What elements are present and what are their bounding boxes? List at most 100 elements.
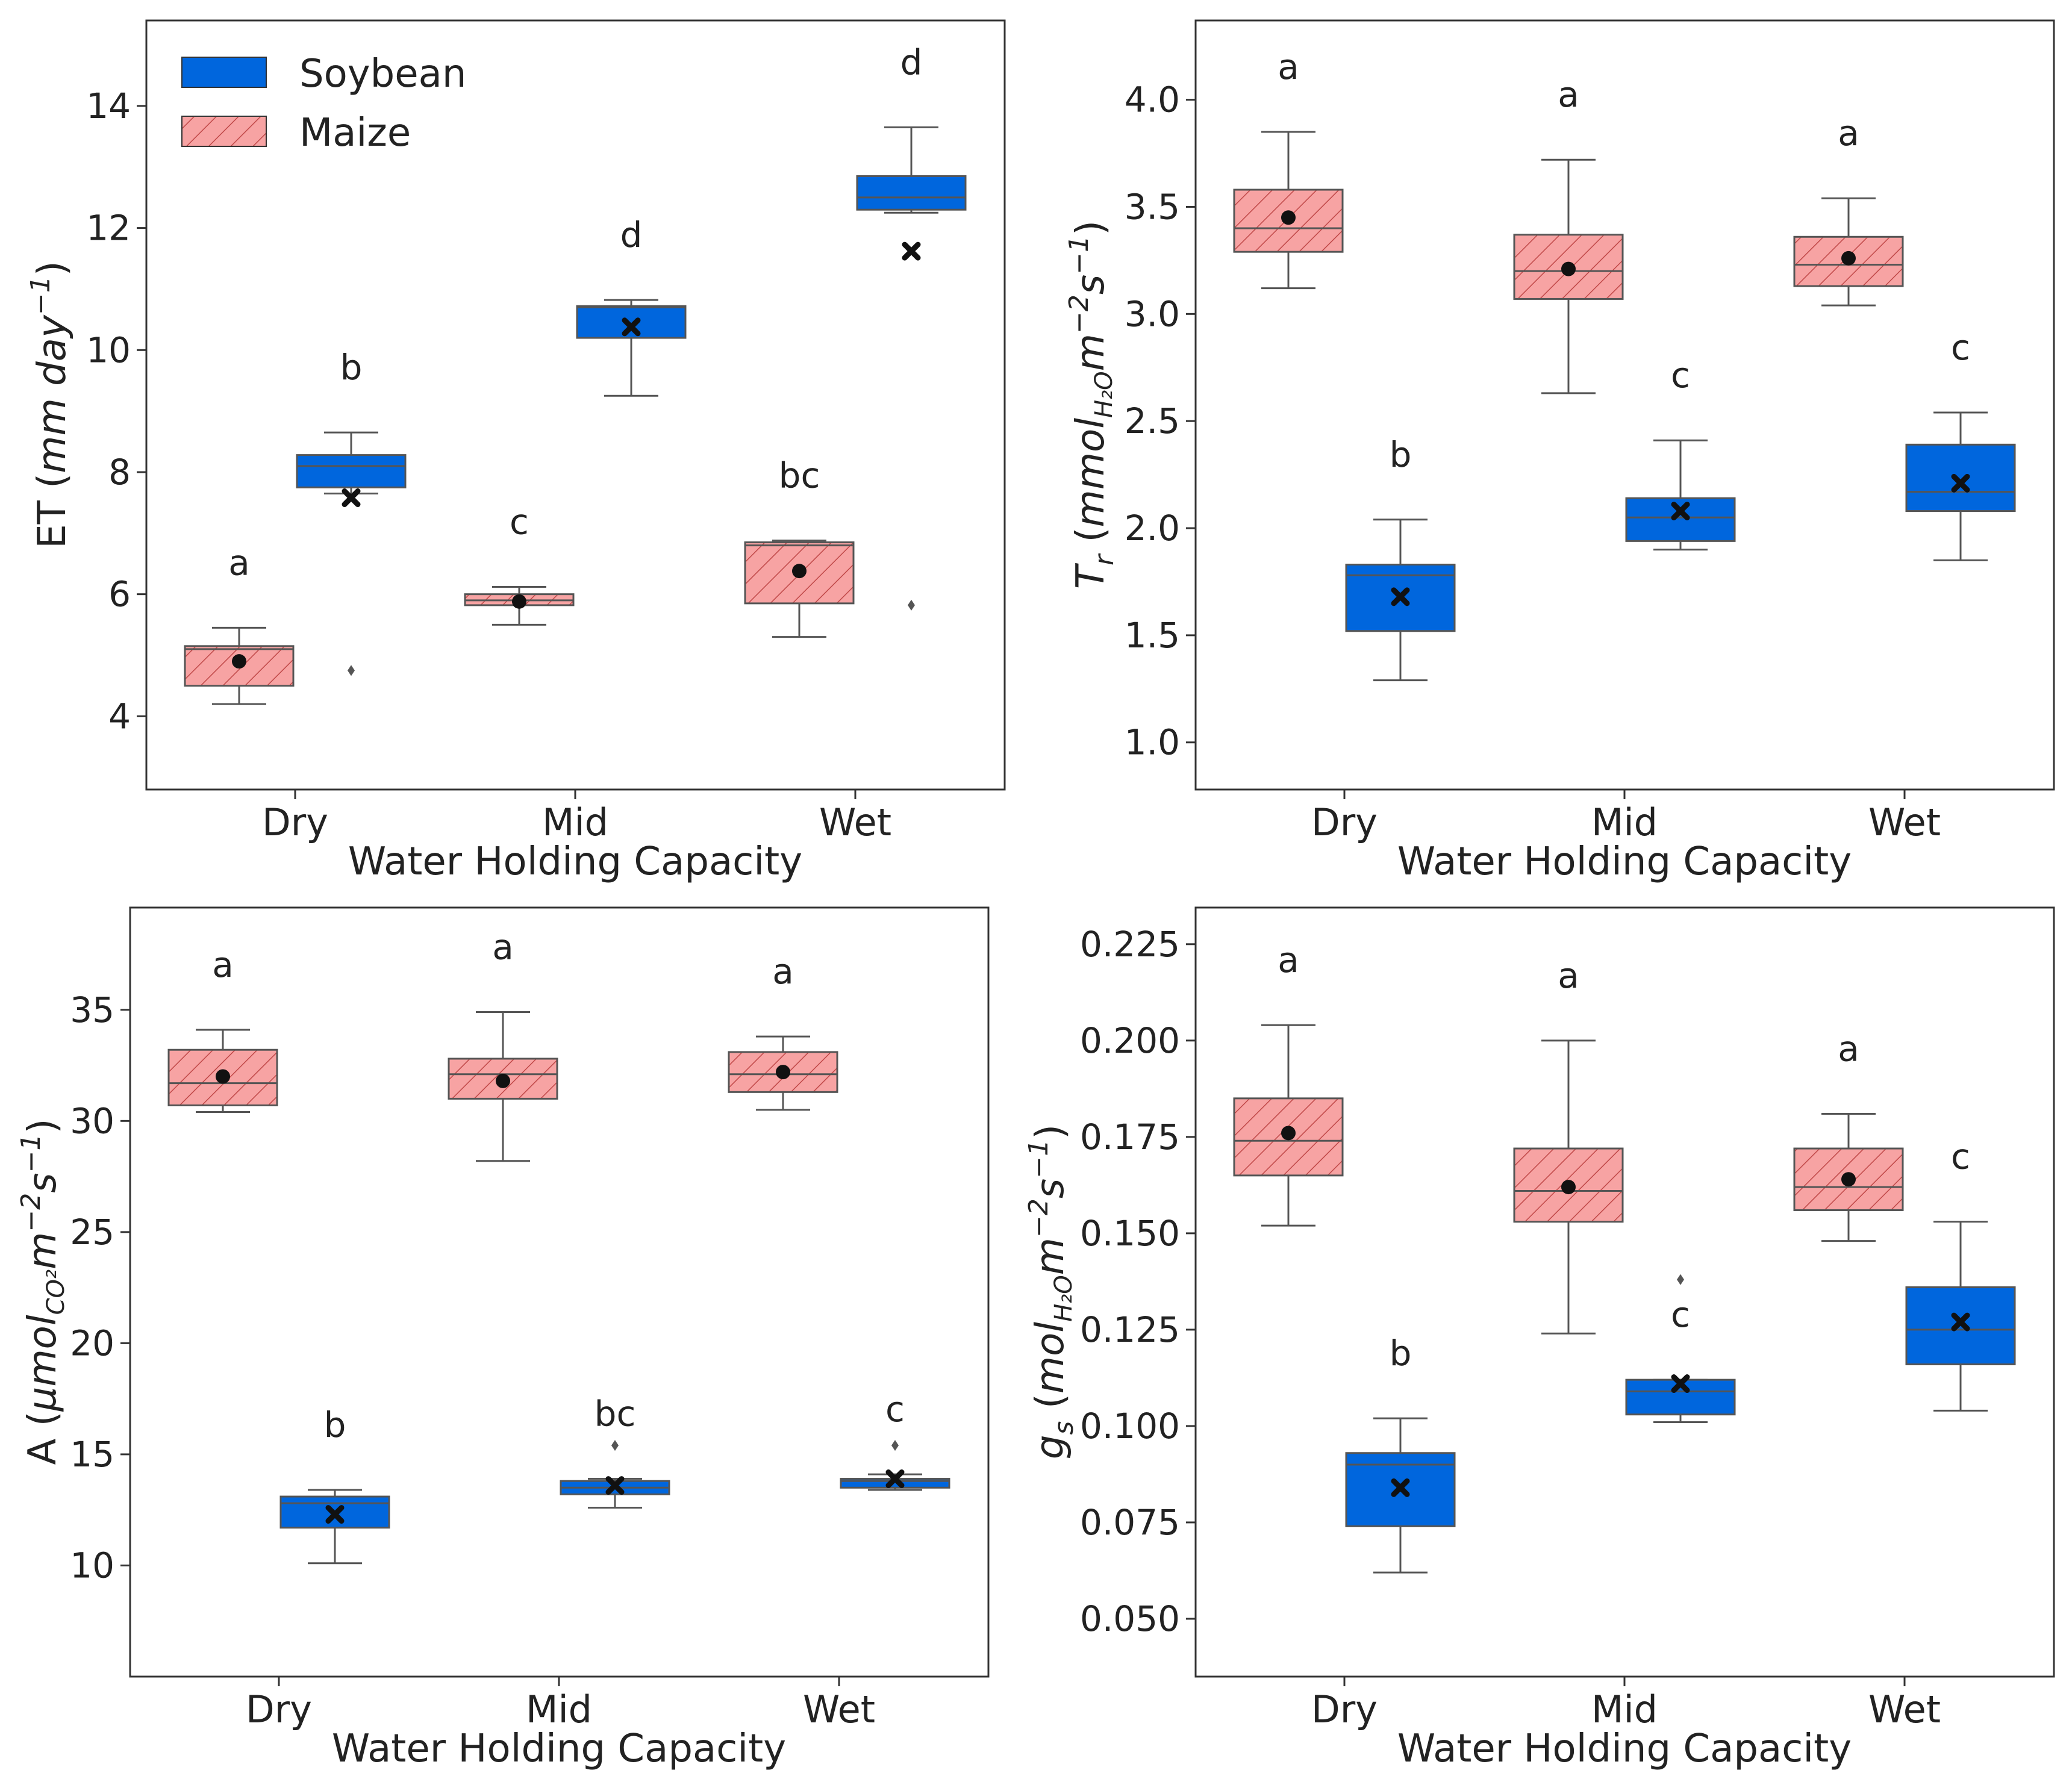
tr-y-tick-label: 3.0 bbox=[1125, 293, 1180, 334]
tr-y-axis-title: Tr (mmolH₂Om−2s−1) bbox=[1064, 220, 1120, 589]
gs-y-axis-title-part: −2 bbox=[1023, 1198, 1054, 1238]
a-x-axis-title: Water Holding Capacity bbox=[332, 1727, 786, 1771]
a-maize-significance-letter: a bbox=[772, 951, 794, 992]
tr-y-axis-title-part: s bbox=[1069, 275, 1113, 294]
gs-y-tick-label: 0.225 bbox=[1080, 924, 1180, 965]
tr-maize-significance-letter: a bbox=[1838, 113, 1859, 154]
tr-soybean-box: b bbox=[1345, 434, 1456, 682]
tr-soybean-mean-marker bbox=[1951, 473, 1970, 493]
tr-maize-iqr-outline bbox=[1793, 235, 1904, 287]
a-soybean-significance-letter: bc bbox=[594, 1394, 636, 1435]
tr-x-tick-label: Mid bbox=[1591, 800, 1658, 844]
tr-maize-mean-marker bbox=[1841, 251, 1856, 266]
gs-y-axis-title-part: H₂O bbox=[1050, 1275, 1078, 1322]
gs-y-axis-title-part: s bbox=[1028, 1179, 1073, 1198]
a-y-axis-title-part: −1 bbox=[16, 1133, 46, 1173]
gs-maize-iqr-outline bbox=[1513, 1147, 1624, 1223]
gs-y-axis-title-part: mol bbox=[1028, 1322, 1073, 1394]
a-soybean-outlier bbox=[611, 1440, 619, 1451]
gs-maize-box: a bbox=[1513, 955, 1624, 1335]
tr-y-axis-title-part: −1 bbox=[1064, 235, 1094, 275]
tr-maize-box: a bbox=[1793, 113, 1904, 307]
tr-y-axis-title-part: −2 bbox=[1064, 294, 1094, 334]
et-y-tick-label: 4 bbox=[108, 696, 131, 737]
tr-soybean-iqr-outline bbox=[1625, 497, 1736, 542]
gs-y-axis-title-part: −1 bbox=[1023, 1139, 1054, 1179]
a-maize-box: a bbox=[728, 951, 838, 1111]
et-soybean-box: d bbox=[576, 214, 687, 397]
gs-y-axis-title-part: ( bbox=[1028, 1394, 1073, 1421]
gs-y-axis-title-part: g bbox=[1028, 1435, 1073, 1459]
tr-y-tick-label: 1.0 bbox=[1125, 722, 1180, 763]
gs-soybean-box: c bbox=[1905, 1136, 2016, 1412]
et-soybean-iqr-fill bbox=[857, 176, 966, 210]
et-y-tick-label: 10 bbox=[86, 329, 131, 370]
gs-soybean-significance-letter: b bbox=[1390, 1333, 1412, 1374]
et-maize-iqr-outline bbox=[184, 645, 295, 687]
gs-soybean-mean-marker bbox=[1391, 1478, 1410, 1497]
et-maize-box: bc bbox=[744, 455, 855, 638]
tr-y-axis-title-part: ( bbox=[1069, 528, 1113, 555]
gs-maize-box: a bbox=[1233, 939, 1344, 1227]
et-soybean-significance-letter: b bbox=[340, 347, 363, 388]
gs-soybean-significance-letter: c bbox=[1951, 1136, 1970, 1177]
tr-soybean-iqr-outline bbox=[1345, 564, 1456, 632]
a-y-axis-title-part: A ( bbox=[20, 1411, 65, 1465]
gs-maize-mean-marker bbox=[1561, 1180, 1576, 1195]
et-soybean-significance-letter: d bbox=[900, 42, 923, 83]
a-maize-iqr-outline bbox=[167, 1048, 278, 1106]
et-x-tick-label: Wet bbox=[819, 800, 891, 844]
et-soybean-significance-letter: d bbox=[620, 214, 643, 255]
gs-maize-significance-letter: a bbox=[1558, 955, 1579, 996]
et-maize-box: a bbox=[184, 542, 295, 705]
tr-soybean-iqr-outline bbox=[1905, 443, 2016, 512]
tr-panel: 1.0 1.5 2.0 2.5 3.0 3.5 4.0 Dry Mid Wet a a a b c c Tr … bbox=[1064, 19, 2055, 884]
gs-soybean-mean-marker bbox=[1951, 1312, 1970, 1332]
gs-soybean-iqr-outline bbox=[1905, 1286, 2016, 1366]
et-y-axis-title-part: mm day bbox=[30, 314, 75, 473]
gs-maize-box: a bbox=[1793, 1028, 1904, 1242]
a-maize-mean-marker bbox=[496, 1073, 510, 1088]
et-x-axis-title: Water Holding Capacity bbox=[348, 840, 802, 884]
tr-maize-mean-marker bbox=[1561, 261, 1576, 276]
tr-soybean-significance-letter: c bbox=[1951, 327, 1970, 368]
gs-soybean-iqr-outline bbox=[1625, 1378, 1736, 1416]
gs-y-axis-title-part: ) bbox=[1028, 1124, 1073, 1139]
a-maize-significance-letter: a bbox=[212, 944, 234, 985]
et-y-axis-title-part: −1 bbox=[25, 276, 56, 315]
legend-maize-label: Maize bbox=[299, 111, 411, 155]
gs-x-axis-title: Water Holding Capacity bbox=[1397, 1727, 1852, 1771]
a-soybean-box: bc bbox=[560, 1394, 670, 1509]
tr-y-axis-title-part: m bbox=[1069, 334, 1113, 371]
et-maize-box: c bbox=[464, 502, 575, 626]
gs-panel: 0.050 0.075 0.100 0.125 0.150 0.175 0.200 0.225… bbox=[1023, 906, 2055, 1771]
a-soybean-box: b bbox=[279, 1404, 390, 1565]
a-x-tick-label: Dry bbox=[246, 1687, 312, 1731]
gs-maize-significance-letter: a bbox=[1838, 1028, 1859, 1069]
gs-y-tick-label: 0.200 bbox=[1080, 1020, 1180, 1061]
a-y-axis-title-part: m bbox=[20, 1232, 65, 1269]
legend-soybean-swatch bbox=[181, 57, 267, 88]
a-maize-significance-letter: a bbox=[492, 926, 514, 967]
a-y-axis-title-part: μmol bbox=[20, 1315, 65, 1412]
gs-plot-content: 0.050 0.075 0.100 0.125 0.150 0.175 0.200 0.225… bbox=[1080, 924, 2016, 1731]
tr-y-tick-label: 2.0 bbox=[1125, 508, 1180, 549]
legend-maize-swatch bbox=[181, 116, 267, 147]
et-y-axis-title-part: ) bbox=[30, 261, 75, 276]
et-maize-significance-letter: a bbox=[228, 542, 250, 583]
a-maize-iqr-outline bbox=[728, 1051, 838, 1093]
tr-soybean-mean-marker bbox=[1671, 502, 1690, 521]
a-y-tick-label: 30 bbox=[70, 1100, 114, 1141]
a-y-tick-label: 20 bbox=[70, 1322, 114, 1363]
et-soybean-iqr-outline bbox=[856, 175, 967, 211]
legend: Soybean Maize bbox=[181, 52, 466, 155]
et-soybean-mean-marker bbox=[902, 241, 921, 261]
gs-y-tick-label: 0.100 bbox=[1080, 1406, 1180, 1447]
tr-y-tick-label: 2.5 bbox=[1125, 400, 1180, 441]
a-soybean-mean-marker bbox=[325, 1505, 345, 1524]
gs-y-tick-label: 0.175 bbox=[1080, 1117, 1180, 1157]
a-y-tick-label: 15 bbox=[70, 1434, 114, 1475]
et-soybean-mean-marker bbox=[622, 317, 641, 337]
